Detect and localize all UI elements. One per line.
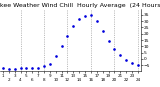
Text: Milwaukee Weather Wind Chill  Hourly Average  (24 Hours): Milwaukee Weather Wind Chill Hourly Aver… [0, 3, 160, 8]
